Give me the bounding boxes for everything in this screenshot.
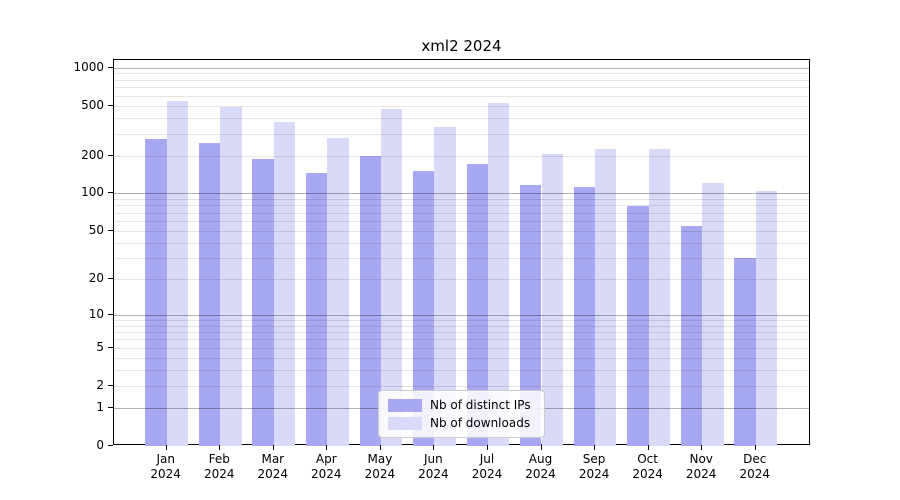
y-tick-20 <box>108 278 113 280</box>
x-tick-feb <box>219 445 221 450</box>
y-tick-label-500: 500 <box>81 97 104 112</box>
y-tick-label-50: 50 <box>88 222 104 237</box>
x-tick-label-jul: Jul 2024 <box>471 452 503 481</box>
x-tick-mar <box>272 445 274 450</box>
bar-nov-distinct-ips <box>680 225 703 446</box>
bar-nov-downloads <box>702 182 724 446</box>
bar-feb-distinct-ips <box>198 142 221 446</box>
legend-label-downloads: Nb of downloads <box>430 416 531 430</box>
x-tick-label-feb: Feb 2024 <box>204 452 235 481</box>
x-tick-label-dec: Dec 2024 <box>739 452 771 481</box>
y-tick-50 <box>108 229 113 231</box>
legend-swatch-downloads <box>388 416 422 430</box>
legend-item-downloads: Nb of downloads <box>388 416 544 430</box>
x-tick-label-aug: Aug 2024 <box>525 452 556 481</box>
y-tick-label-100: 100 <box>81 185 104 200</box>
x-tick-nov <box>701 445 703 450</box>
legend: Nb of distinct IPs Nb of downloads <box>378 390 545 438</box>
bar-dec-distinct-ips <box>734 257 756 446</box>
y-tick-500 <box>108 104 113 106</box>
x-tick-may <box>379 445 381 450</box>
x-tick-sep <box>594 445 596 450</box>
bar-jan-distinct-ips <box>145 138 167 446</box>
legend-item-distinct-ips: Nb of distinct IPs <box>388 398 544 412</box>
y-tick-200 <box>108 154 113 156</box>
bar-sep-downloads <box>595 148 617 446</box>
x-tick-oct <box>647 445 649 450</box>
bar-mar-downloads <box>273 122 296 446</box>
y-tick-100 <box>108 192 113 194</box>
x-tick-apr <box>326 445 328 450</box>
bar-dec-downloads <box>755 190 778 446</box>
bar-jun-distinct-ips <box>413 170 435 446</box>
y-tick-label-2: 2 <box>96 377 104 392</box>
y-tick-label-200: 200 <box>81 147 104 162</box>
x-tick-label-may: May 2024 <box>364 452 396 481</box>
bar-may-downloads <box>380 108 403 446</box>
x-tick-label-nov: Nov 2024 <box>685 452 717 481</box>
bar-mar-distinct-ips <box>252 158 274 446</box>
y-tick-1000 <box>108 66 113 68</box>
chart-title: xml2 2024 <box>421 37 502 55</box>
bar-oct-distinct-ips <box>627 206 649 446</box>
x-tick-label-mar: Mar 2024 <box>257 452 289 481</box>
bar-jun-downloads <box>434 126 456 446</box>
y-tick-label-1000: 1000 <box>73 59 104 74</box>
legend-label-distinct-ips: Nb of distinct IPs <box>430 398 531 412</box>
bar-may-distinct-ips <box>359 156 381 446</box>
x-tick-label-oct: Oct 2024 <box>632 452 663 481</box>
bar-aug-distinct-ips <box>520 185 542 446</box>
x-tick-label-apr: Apr 2024 <box>311 452 342 481</box>
bar-apr-downloads <box>327 138 349 446</box>
y-tick-label-20: 20 <box>88 271 104 286</box>
y-tick-label-10: 10 <box>88 306 104 321</box>
bar-aug-downloads <box>541 154 563 446</box>
x-tick-jul <box>487 445 488 450</box>
bar-oct-downloads <box>648 149 670 446</box>
x-tick-jun <box>433 445 435 450</box>
y-tick-label-5: 5 <box>96 339 104 354</box>
x-tick-label-jan: Jan 2024 <box>150 452 181 481</box>
y-tick-10 <box>108 313 113 315</box>
y-tick-label-0: 0 <box>96 438 104 452</box>
bar-jul-distinct-ips <box>466 164 488 446</box>
bars-layer <box>114 60 809 446</box>
y-tick-2 <box>108 384 113 386</box>
x-tick-aug <box>540 445 542 450</box>
bar-jul-downloads <box>488 103 510 446</box>
bar-apr-distinct-ips <box>305 172 328 446</box>
x-tick-dec <box>754 445 756 450</box>
x-tick-jan <box>165 445 167 450</box>
x-tick-label-jun: Jun 2024 <box>418 452 449 481</box>
y-tick-0 <box>108 445 113 446</box>
y-tick-1 <box>108 407 113 408</box>
y-tick-5 <box>108 346 113 348</box>
bar-jan-downloads <box>166 100 189 446</box>
y-tick-label-1: 1 <box>96 400 104 414</box>
plot-area <box>113 59 810 446</box>
x-tick-label-sep: Sep 2024 <box>578 452 610 481</box>
legend-swatch-distinct-ips <box>388 398 422 412</box>
bar-feb-downloads <box>220 106 242 446</box>
bar-sep-distinct-ips <box>573 186 596 446</box>
